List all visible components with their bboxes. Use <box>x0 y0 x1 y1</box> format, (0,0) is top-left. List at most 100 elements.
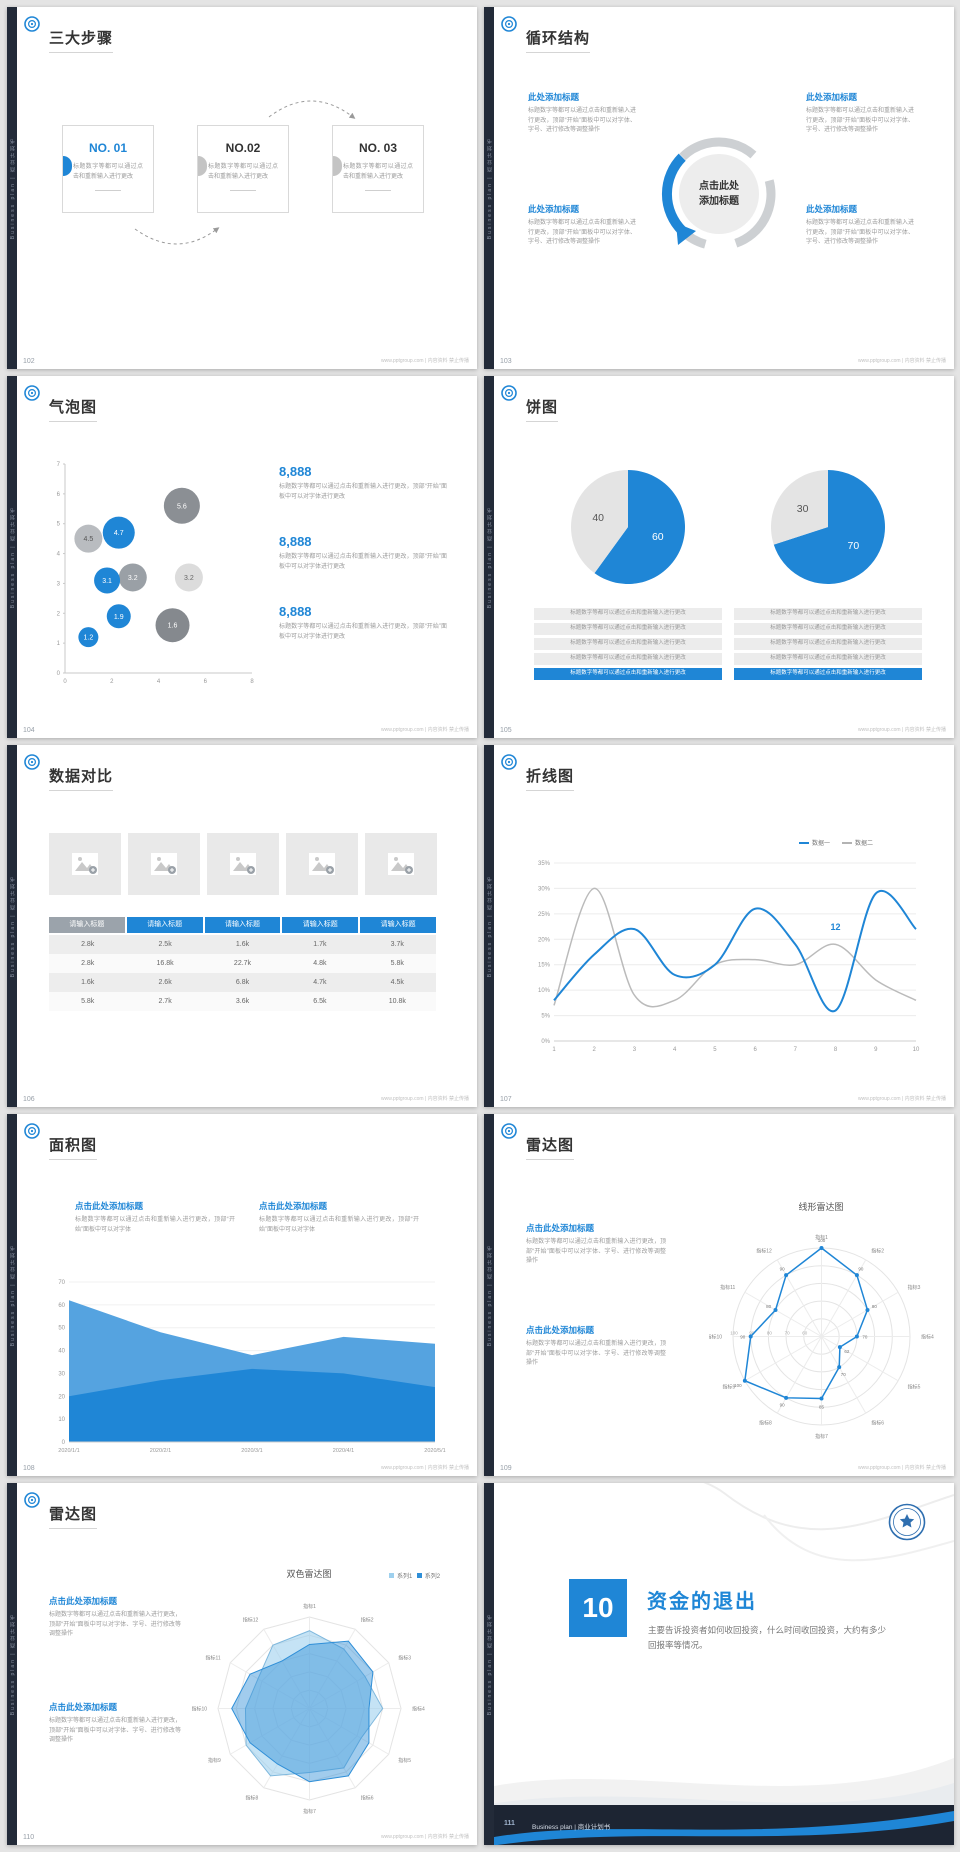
slide-111-section-cover[interactable]: Business plan | 商业计划书 10 资金的退出 主要告诉投资者如何… <box>484 1483 954 1845</box>
svg-text:2: 2 <box>593 1047 597 1053</box>
side-strip-label: Business plan | 商业计划书 <box>486 1243 493 1347</box>
slide-title: 循环结构 <box>526 27 591 53</box>
stat-block-1[interactable]: 8,888 标题数字等都可以通过点击和重新输入进行更改，顶部“开始”面板中可以对… <box>279 464 447 502</box>
side-strip-label: Business plan | 商业计划书 <box>9 874 16 978</box>
svg-text:指标4: 指标4 <box>412 1706 425 1713</box>
step-card-2[interactable]: NO.02 标题数字等都可以通过点击和重新输入进行更改 <box>197 125 289 213</box>
slide-103-cycle[interactable]: Business plan | 商业计划书 循环结构 点击此处 添加标题 此处添… <box>484 7 954 369</box>
svg-text:3: 3 <box>633 1047 637 1053</box>
slide-106-data-compare[interactable]: Business plan | 商业计划书 数据对比 请输入标题 请输入标题 请… <box>7 745 477 1107</box>
site-footer-text: www.pptgroup.com | 内容资料 禁止传播 <box>381 727 469 733</box>
legend-label: 系列1 <box>397 1574 413 1580</box>
stat-block-2[interactable]: 8,888 标题数字等都可以通过点击和重新输入进行更改，顶部“开始”面板中可以对… <box>279 534 447 572</box>
cycle-item-bottom-right[interactable]: 此处添加标题 标题数字等都可以通过点击和重新输入进行更改，顶部“开始”面板中可以… <box>806 203 914 248</box>
step-card-1[interactable]: NO. 01 标题数字等都可以通过点击和重新输入进行更改 <box>62 125 154 213</box>
svg-text:5: 5 <box>713 1047 717 1053</box>
slide-110-radar-fill[interactable]: Business plan | 商业计划书 雷达图 双色雷达图 系列1 系列2 … <box>7 1483 477 1845</box>
svg-text:指标2: 指标2 <box>361 1617 374 1624</box>
chart-subtitle: 双色雷达图 <box>286 1569 332 1579</box>
side-strip-label: Business plan | 商业计划书 <box>486 1612 493 1716</box>
item-heading: 此处添加标题 <box>806 204 858 214</box>
text-block-2[interactable]: 点击此处添加标题 标题数字等都可以通过点击和重新输入进行更改，顶部“开始”面板中… <box>259 1200 419 1235</box>
step-divider <box>230 189 256 191</box>
svg-text:40: 40 <box>58 1349 65 1355</box>
text-block-2[interactable]: 点击此处添加标题 标题数字等都可以通过点击和重新输入进行更改，顶部“开始”面板中… <box>526 1324 666 1369</box>
site-footer-text: www.pptgroup.com | 内容资料 禁止传播 <box>381 358 469 364</box>
table-header-cell: 请输入标题 <box>282 917 359 933</box>
svg-text:指标10: 指标10 <box>709 1334 722 1341</box>
item-heading: 此处添加标题 <box>528 92 580 102</box>
image-placeholder[interactable] <box>365 833 437 895</box>
step-number: NO. 01 <box>88 141 127 155</box>
svg-text:60: 60 <box>58 1303 65 1309</box>
page-number: 102 <box>23 358 35 365</box>
legend-swatch <box>389 1573 394 1578</box>
svg-text:9: 9 <box>874 1047 878 1053</box>
svg-text:0: 0 <box>63 679 67 685</box>
slide-105-pie-charts[interactable]: Business plan | 商业计划书 饼图 60 40 70 30 标题数字等… <box>484 376 954 738</box>
slide-102-three-steps[interactable]: Business plan | 商业计划书 三大步骤 NO. 01 标题数字等都… <box>7 7 477 369</box>
svg-text:90: 90 <box>858 1266 864 1271</box>
brand-logo-icon <box>501 754 517 770</box>
band-swoosh <box>484 1805 954 1845</box>
table-header-cell: 请输入标题 <box>126 917 203 933</box>
image-placeholder[interactable] <box>128 833 200 895</box>
stat-body: 标题数字等都可以通过点击和重新输入进行更改，顶部“开始”面板中可以对字体进行更改 <box>279 624 447 640</box>
svg-text:指标9: 指标9 <box>208 1757 221 1764</box>
svg-text:60: 60 <box>802 1331 808 1336</box>
svg-text:2020/5/1: 2020/5/1 <box>424 1448 445 1454</box>
item-heading: 此处添加标题 <box>528 204 580 214</box>
legend-swatch <box>416 1573 422 1578</box>
table-cell: 1.7k <box>313 941 327 948</box>
site-footer-text: www.pptgroup.com | 内容资料 禁止传播 <box>858 1096 946 1102</box>
image-placeholder[interactable] <box>286 833 358 895</box>
svg-text:4.5: 4.5 <box>84 536 94 543</box>
legend-item: 数据二 <box>842 838 873 847</box>
image-placeholder[interactable] <box>49 833 121 895</box>
svg-text:30: 30 <box>58 1371 65 1377</box>
svg-text:7: 7 <box>57 462 61 468</box>
cycle-item-top-right[interactable]: 此处添加标题 标题数字等都可以通过点击和重新输入进行更改，顶部“开始”面板中可以… <box>806 91 914 136</box>
image-placeholder[interactable] <box>207 833 279 895</box>
brand-logo-icon <box>24 754 40 770</box>
svg-text:30: 30 <box>797 503 809 515</box>
section-title: 资金的退出 <box>647 1591 757 1613</box>
site-footer-text: www.pptgroup.com | 内容资料 禁止传播 <box>858 1465 946 1471</box>
slide-title: 折线图 <box>526 765 575 791</box>
cycle-item-bottom-left[interactable]: 此处添加标题 标题数字等都可以通过点击和重新输入进行更改，顶部“开始”面板中可以… <box>528 203 636 248</box>
text-block-1[interactable]: 点击此处添加标题 标题数字等都可以通过点击和重新输入进行更改，顶部“开始”面板中… <box>75 1200 235 1235</box>
text-block-1[interactable]: 点击此处添加标题 标题数字等都可以通过点击和重新输入进行更改，顶部“开始”面板中… <box>526 1222 666 1267</box>
table-cell: 2.7k <box>158 998 172 1005</box>
stat-block-3[interactable]: 8,888 标题数字等都可以通过点击和重新输入进行更改，顶部“开始”面板中可以对… <box>279 604 447 642</box>
side-strip-label: Business plan | 商业计划书 <box>9 505 16 609</box>
text-row: 标题数字等都可以通过点击和重新输入进行更改 <box>734 638 922 650</box>
slide-108-area-chart[interactable]: Business plan | 商业计划书 面积图 点击此处添加标题 标题数字等… <box>7 1114 477 1476</box>
svg-text:2020/3/1: 2020/3/1 <box>241 1448 262 1454</box>
step-card-3[interactable]: NO. 03 标题数字等都可以通过点击和重新输入进行更改 <box>332 125 424 213</box>
step-number: NO.02 <box>225 141 261 155</box>
block-heading: 点击此处添加标题 <box>49 1596 118 1606</box>
svg-text:指标1: 指标1 <box>303 1603 316 1610</box>
svg-text:60: 60 <box>652 531 664 543</box>
svg-text:0: 0 <box>62 1440 66 1446</box>
slide-107-line-chart[interactable]: Business plan | 商业计划书 折线图 数据一 数据二 0% 5% 10… <box>484 745 954 1107</box>
svg-text:1: 1 <box>57 641 61 647</box>
svg-text:指标8: 指标8 <box>245 1794 258 1801</box>
slide-109-radar-line[interactable]: Business plan | 商业计划书 雷达图 线形雷达图 点击此处添加标题… <box>484 1114 954 1476</box>
slide-104-bubble-chart[interactable]: Business plan | 商业计划书 气泡图 0 1 2 3 4 5 6 7 0 2 4 6 8 4… <box>7 376 477 738</box>
text-block-2[interactable]: 点击此处添加标题 标题数字等都可以通过点击和重新输入进行更改，顶部“开始”面板中… <box>49 1701 181 1746</box>
cycle-item-top-left[interactable]: 此处添加标题 标题数字等都可以通过点击和重新输入进行更改，顶部“开始”面板中可以… <box>528 91 636 136</box>
svg-text:90: 90 <box>780 1266 786 1271</box>
svg-text:70: 70 <box>848 540 860 552</box>
legend-swatch <box>799 841 809 844</box>
page-number: 110 <box>23 1834 35 1841</box>
svg-text:70: 70 <box>841 1372 847 1377</box>
legend-item: 数据一 <box>799 838 830 847</box>
svg-text:8: 8 <box>834 1047 838 1053</box>
text-block-1[interactable]: 点击此处添加标题 标题数字等都可以通过点击和重新输入进行更改，顶部“开始”面板中… <box>49 1595 181 1640</box>
side-strip-label: Business plan | 商业计划书 <box>486 505 493 609</box>
bottom-band: 111 Business plan | 商业计划书 <box>484 1805 954 1845</box>
text-row: 标题数字等都可以通过点击和重新输入进行更改 <box>534 608 722 620</box>
